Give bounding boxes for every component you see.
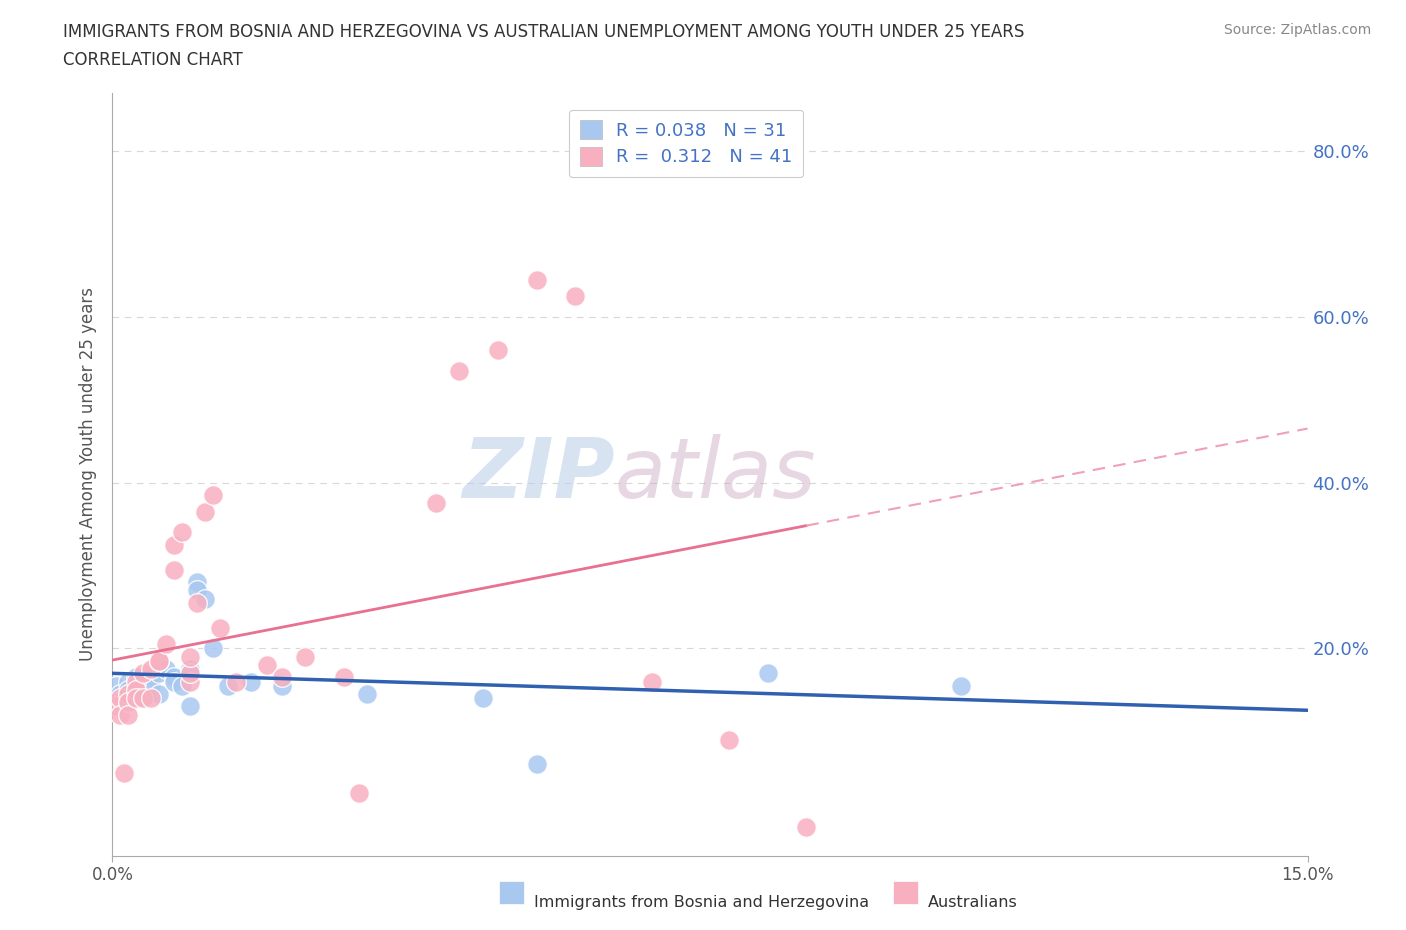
Point: [209, 620, 232, 635]
Text: Australians: Australians: [928, 895, 1018, 910]
Point: [132, 674, 155, 689]
Point: [449, 364, 471, 379]
Point: [139, 670, 162, 684]
Point: [526, 757, 548, 772]
Point: [471, 691, 494, 706]
Point: [112, 765, 135, 780]
Point: [294, 649, 316, 664]
Bar: [499, 881, 524, 904]
Point: [155, 661, 177, 676]
Point: [108, 686, 131, 701]
Point: [240, 674, 263, 689]
Point: [179, 666, 201, 681]
Point: [139, 678, 162, 693]
Point: [201, 641, 224, 656]
Point: [163, 562, 186, 577]
Point: [796, 819, 818, 834]
Point: [163, 670, 186, 684]
Point: [132, 691, 155, 706]
Legend: R = 0.038   N = 31, R =  0.312   N = 41: R = 0.038 N = 31, R = 0.312 N = 41: [569, 110, 803, 178]
Point: [117, 695, 139, 710]
Point: [148, 654, 170, 669]
Point: [526, 272, 548, 287]
Text: ZIP: ZIP: [461, 433, 614, 515]
Point: [124, 678, 146, 693]
Point: [117, 674, 139, 689]
Point: [194, 504, 217, 519]
Point: [486, 342, 509, 357]
Point: [949, 678, 972, 693]
Point: [117, 683, 139, 698]
Point: [186, 583, 208, 598]
Point: [356, 686, 378, 701]
Point: [148, 666, 170, 681]
Point: [163, 538, 186, 552]
Text: IMMIGRANTS FROM BOSNIA AND HERZEGOVINA VS AUSTRALIAN UNEMPLOYMENT AMONG YOUTH UN: IMMIGRANTS FROM BOSNIA AND HERZEGOVINA V…: [63, 23, 1025, 41]
Point: [124, 670, 146, 684]
Text: Immigrants from Bosnia and Herzegovina: Immigrants from Bosnia and Herzegovina: [534, 895, 869, 910]
Text: atlas: atlas: [614, 433, 815, 515]
Point: [139, 691, 162, 706]
Point: [425, 496, 447, 511]
Point: [163, 674, 186, 689]
Point: [718, 732, 741, 747]
Point: [347, 786, 370, 801]
Point: [105, 678, 128, 693]
Point: [148, 654, 170, 669]
Point: [117, 707, 139, 722]
Point: [124, 674, 146, 689]
Point: [179, 649, 201, 664]
Point: [217, 678, 239, 693]
Point: [186, 575, 208, 590]
Point: [170, 678, 193, 693]
Point: [112, 691, 135, 706]
Bar: [893, 881, 918, 904]
Point: [271, 678, 294, 693]
Point: [117, 686, 139, 701]
Text: CORRELATION CHART: CORRELATION CHART: [63, 51, 243, 69]
Point: [108, 691, 131, 706]
Point: [132, 691, 155, 706]
Point: [756, 666, 779, 681]
Point: [641, 674, 664, 689]
Text: Source: ZipAtlas.com: Source: ZipAtlas.com: [1223, 23, 1371, 37]
Point: [179, 674, 201, 689]
Point: [186, 595, 208, 610]
Point: [105, 699, 128, 714]
Y-axis label: Unemployment Among Youth under 25 years: Unemployment Among Youth under 25 years: [79, 287, 97, 661]
Point: [170, 525, 193, 539]
Point: [108, 707, 131, 722]
Point: [148, 686, 170, 701]
Point: [201, 487, 224, 502]
Point: [124, 683, 146, 698]
Point: [564, 288, 586, 303]
Point: [333, 670, 356, 684]
Point: [139, 661, 162, 676]
Point: [155, 637, 177, 652]
Point: [225, 674, 247, 689]
Point: [194, 591, 217, 606]
Point: [179, 661, 201, 676]
Point: [271, 670, 294, 684]
Point: [256, 658, 278, 672]
Point: [132, 666, 155, 681]
Point: [179, 699, 201, 714]
Point: [124, 691, 146, 706]
